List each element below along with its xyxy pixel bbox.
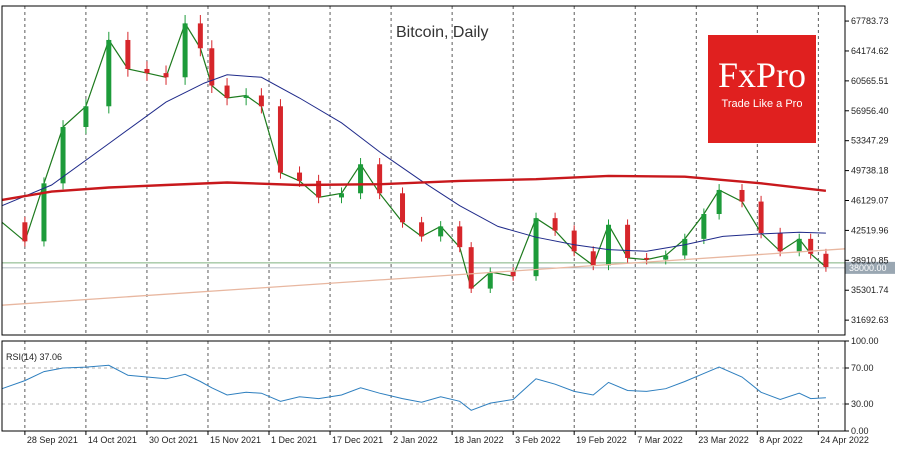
chart-title: Bitcoin, Daily (396, 24, 488, 41)
candle-body (438, 226, 444, 237)
price-tick-label: 38910.85 (851, 255, 889, 265)
candle-body (487, 272, 493, 289)
date-tick-label: 15 Nov 2021 (210, 435, 261, 445)
rsi-label: RSI(14) 37.06 (6, 352, 62, 362)
candle-body (716, 189, 722, 215)
date-tick-label: 18 Jan 2022 (454, 435, 504, 445)
candle-body (316, 180, 322, 198)
logo-tagline: Trade Like a Pro (721, 98, 803, 110)
candle-body (510, 272, 516, 277)
rsi-tick-label: 70.00 (851, 363, 874, 373)
rsi-panel (1, 364, 845, 411)
candle-body (739, 189, 745, 202)
candle-body (41, 183, 47, 242)
fxpro-logo: FxPro Trade Like a Pro (708, 35, 816, 143)
candle-body (297, 172, 303, 181)
candle-body (590, 251, 596, 266)
current-price-badge (845, 261, 895, 274)
date-tick-label: 23 Mar 2022 (698, 435, 749, 445)
candle-body (258, 95, 264, 107)
candle-body (468, 247, 474, 289)
candle-body (796, 238, 802, 252)
candle-body (182, 23, 188, 78)
series-ma-200 (1, 174, 827, 202)
candle-body (106, 39, 112, 107)
candle-body (243, 95, 249, 98)
rsi-panel-frame (1, 340, 846, 432)
date-tick-label: 8 Apr 2022 (759, 435, 803, 445)
chart-series: 38000.00 (1, 15, 895, 306)
candle-body (552, 218, 558, 231)
candle-body (209, 48, 215, 86)
rsi-tick-label: 100.00 (851, 336, 879, 346)
rsi-tick-label: 30.00 (851, 399, 874, 409)
candle-body (663, 255, 669, 260)
chart-axes: 28 Sep 2021 14 Oct 2021 30 Oct 2021 15 Nov … (1, 5, 889, 445)
price-tick-label: 46129.07 (851, 196, 889, 206)
date-tick-label: 7 Mar 2022 (637, 435, 683, 445)
candle-body (533, 218, 539, 277)
price-tick-label: 49738.18 (851, 166, 889, 176)
candle-body (457, 226, 463, 248)
candle-body (144, 68, 150, 74)
date-tick-label: 2 Jan 2022 (393, 435, 438, 445)
candle-body (644, 257, 650, 260)
date-tick-label: 1 Dec 2021 (271, 435, 317, 445)
candle-body (60, 126, 66, 184)
logo-brand: FxPro (717, 55, 807, 95)
date-tick-label: 19 Feb 2022 (576, 435, 627, 445)
date-tick-label: 3 Feb 2022 (515, 435, 561, 445)
candle-body (419, 222, 425, 237)
candle-body (163, 73, 169, 78)
candle-body (808, 238, 814, 254)
candle-body (277, 106, 283, 173)
candle-body (625, 224, 631, 258)
price-tick-label: 35301.74 (851, 285, 889, 295)
candle-body (338, 193, 344, 198)
chart-grid (24, 6, 819, 431)
candle-body (358, 164, 364, 194)
price-tick-label: 67783.73 (851, 16, 889, 26)
candle-body (777, 233, 783, 252)
candle-body (22, 222, 28, 242)
candle-body (606, 224, 612, 266)
candle-body (758, 201, 764, 234)
candle-body (83, 106, 89, 127)
date-tick-label: 24 Apr 2022 (820, 435, 869, 445)
series-ma-50 (1, 74, 826, 252)
series-trendline (1, 248, 846, 306)
candle-body (197, 23, 203, 49)
candle-body (682, 238, 688, 256)
candle-body (377, 164, 383, 194)
candle-body (125, 39, 131, 69)
price-tick-label: 56956.40 (851, 106, 889, 116)
price-tick-label: 53347.29 (851, 136, 889, 146)
price-tick-label: 60565.51 (851, 76, 889, 86)
date-tick-label: 14 Oct 2021 (88, 435, 137, 445)
price-tick-label: 42519.96 (851, 225, 889, 235)
price-tick-label: 64174.62 (851, 46, 889, 56)
rsi-tick-label: 0.00 (851, 426, 869, 436)
date-tick-label: 30 Oct 2021 (149, 435, 198, 445)
candle-body (701, 214, 707, 239)
date-tick-label: 17 Dec 2021 (332, 435, 383, 445)
rsi-line (1, 364, 826, 411)
candle-body (400, 193, 406, 223)
price-tick-label: 31692.63 (851, 315, 889, 325)
candle-body (823, 253, 829, 268)
candle-body (571, 230, 577, 252)
candle-body (224, 85, 230, 98)
current-price-label: 38000.00 (849, 263, 887, 273)
date-tick-label: 28 Sep 2021 (27, 435, 78, 445)
